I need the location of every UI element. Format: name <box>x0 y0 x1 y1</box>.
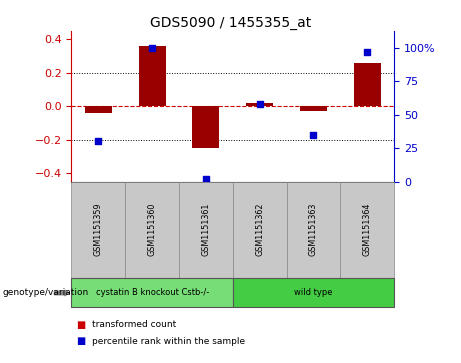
Bar <box>85 106 112 113</box>
Text: GSM1151359: GSM1151359 <box>94 203 103 256</box>
Text: ■: ■ <box>76 320 85 330</box>
Bar <box>139 46 165 106</box>
Text: GSM1151364: GSM1151364 <box>363 203 372 256</box>
Point <box>202 176 210 182</box>
Text: genotype/variation: genotype/variation <box>2 289 89 297</box>
Text: GSM1151362: GSM1151362 <box>255 203 264 256</box>
Point <box>364 49 371 54</box>
Text: transformed count: transformed count <box>92 321 177 329</box>
Text: wild type: wild type <box>294 288 333 297</box>
Text: percentile rank within the sample: percentile rank within the sample <box>92 337 245 346</box>
Bar <box>300 106 327 111</box>
Point <box>310 132 317 138</box>
Text: ■: ■ <box>76 336 85 346</box>
Bar <box>193 106 219 148</box>
Text: GSM1151363: GSM1151363 <box>309 203 318 256</box>
Point <box>95 138 102 144</box>
Text: cystatin B knockout Cstb-/-: cystatin B knockout Cstb-/- <box>95 288 209 297</box>
Bar <box>246 103 273 106</box>
Bar <box>354 63 381 106</box>
Text: GSM1151360: GSM1151360 <box>148 203 157 256</box>
Point <box>148 45 156 50</box>
Text: GDS5090 / 1455355_at: GDS5090 / 1455355_at <box>150 16 311 30</box>
Point <box>256 101 263 107</box>
Text: GSM1151361: GSM1151361 <box>201 203 210 256</box>
